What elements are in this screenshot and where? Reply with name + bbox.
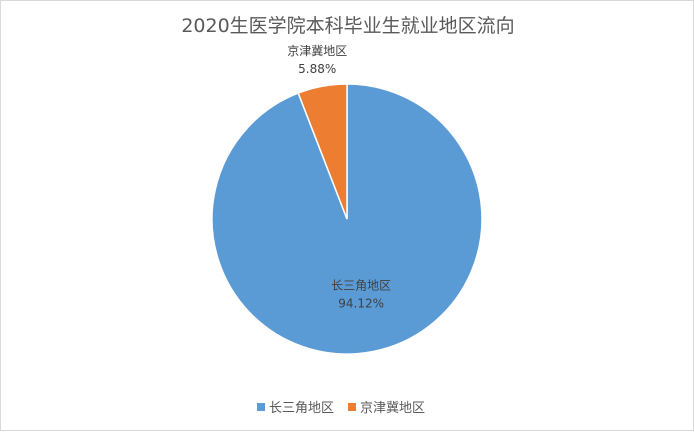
- data-label-value-1: 94.12%: [338, 297, 384, 311]
- pie-slice-2: [297, 83, 348, 220]
- data-labels: 长三角地区 94.12% 京津冀地区 5.88%: [287, 44, 391, 311]
- legend-label-1: 长三角地区: [269, 401, 334, 416]
- legend-label-2: 京津冀地区: [360, 400, 425, 416]
- legend-swatch-2: [348, 403, 356, 411]
- data-label-value-2: 5.88%: [298, 62, 336, 76]
- data-label-category-2: 京津冀地区: [287, 44, 347, 58]
- data-label-category-1: 长三角地区: [331, 279, 391, 293]
- legend: 长三角地区 京津冀地区: [257, 400, 425, 416]
- chart-title: 2020生医学院本科毕业生就业地区流向: [181, 15, 514, 37]
- pie-slices: [211, 83, 483, 355]
- legend-swatch-1: [257, 403, 265, 411]
